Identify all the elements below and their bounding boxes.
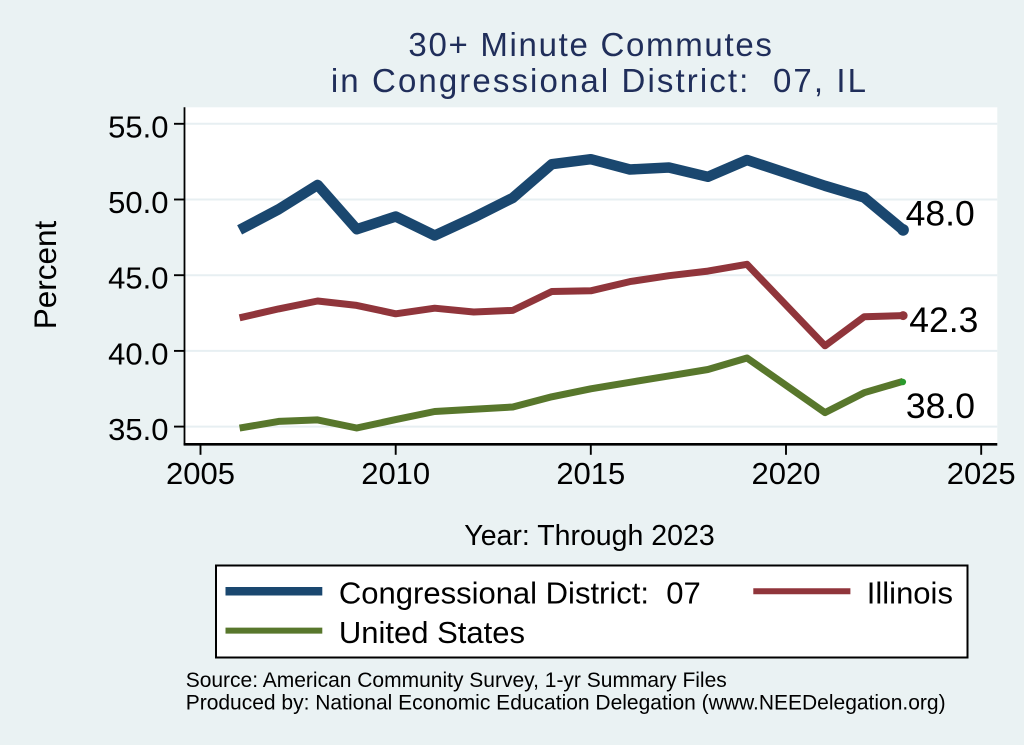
svg-text:Illinois: Illinois bbox=[867, 576, 953, 611]
svg-text:48.0: 48.0 bbox=[906, 193, 975, 233]
svg-text:55.0: 55.0 bbox=[108, 109, 168, 144]
svg-text:2020: 2020 bbox=[752, 456, 821, 491]
svg-text:45.0: 45.0 bbox=[108, 261, 168, 296]
svg-text:35.0: 35.0 bbox=[108, 412, 168, 447]
svg-text:2010: 2010 bbox=[361, 456, 430, 491]
svg-text:2005: 2005 bbox=[166, 456, 235, 491]
svg-text:40.0: 40.0 bbox=[108, 336, 168, 371]
svg-text:2015: 2015 bbox=[556, 456, 625, 491]
svg-text:30+ Minute Commutes: 30+ Minute Commutes bbox=[408, 26, 773, 63]
svg-text:Source: American Community Sur: Source: American Community Survey, 1-yr … bbox=[186, 669, 727, 692]
svg-text:42.3: 42.3 bbox=[909, 300, 978, 340]
svg-text:Congressional District: 07: Congressional District: 07 bbox=[339, 576, 701, 611]
svg-text:38.0: 38.0 bbox=[906, 386, 975, 426]
svg-text:Percent: Percent bbox=[27, 220, 63, 329]
svg-text:United States: United States bbox=[339, 615, 525, 650]
svg-text:in Congressional District: 07: in Congressional District: 07, IL bbox=[331, 62, 868, 99]
svg-text:2025: 2025 bbox=[947, 456, 1016, 491]
svg-text:Year: Through 2023: Year: Through 2023 bbox=[464, 520, 714, 552]
svg-text:Produced by: National Economic: Produced by: National Economic Education… bbox=[186, 692, 946, 715]
svg-text:50.0: 50.0 bbox=[108, 185, 168, 220]
